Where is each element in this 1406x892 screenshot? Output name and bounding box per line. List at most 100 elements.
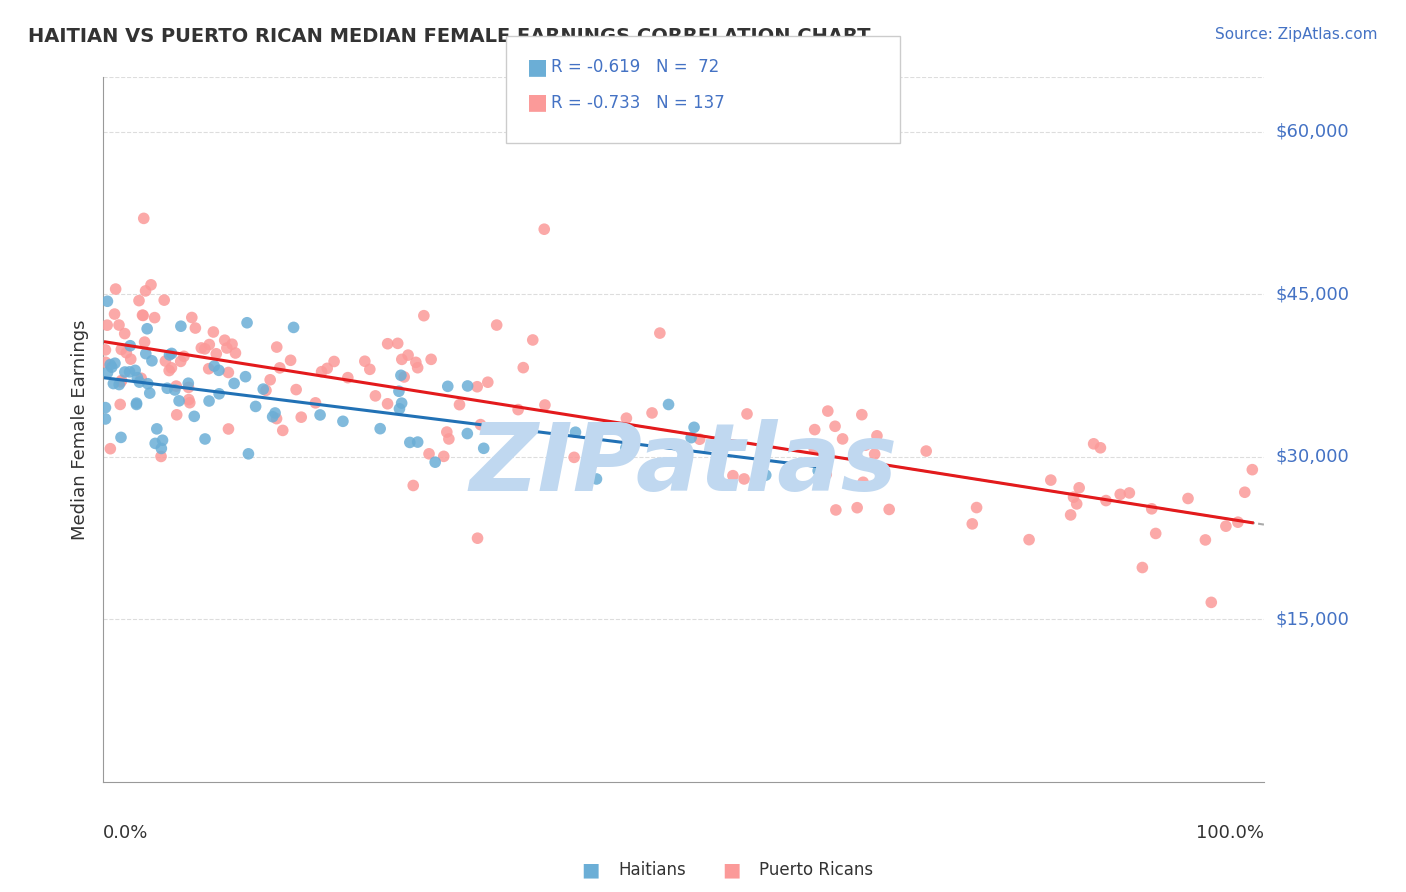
Puerto Ricans <box>1177 491 1199 506</box>
Puerto Ricans <box>851 408 873 422</box>
Puerto Ricans <box>224 346 246 360</box>
Puerto Ricans <box>177 380 200 394</box>
Haitians <box>202 359 225 373</box>
Puerto Ricans <box>877 502 900 516</box>
Haitians <box>309 408 332 422</box>
Puerto Ricans <box>254 384 277 398</box>
Text: $60,000: $60,000 <box>1275 122 1350 141</box>
Puerto Ricans <box>1201 595 1223 609</box>
Puerto Ricans <box>915 444 938 458</box>
Puerto Ricans <box>128 293 150 308</box>
Haitians <box>124 363 146 377</box>
Haitians <box>152 434 174 448</box>
Puerto Ricans <box>1069 481 1091 495</box>
Puerto Ricans <box>359 362 381 376</box>
Puerto Ricans <box>194 342 217 356</box>
Haitians <box>141 353 163 368</box>
Puerto Ricans <box>1140 501 1163 516</box>
Haitians <box>128 375 150 389</box>
Puerto Ricans <box>150 450 173 464</box>
Puerto Ricans <box>108 397 131 411</box>
Puerto Ricans <box>166 408 188 422</box>
Puerto Ricans <box>402 478 425 492</box>
Puerto Ricans <box>353 354 375 368</box>
Puerto Ricans <box>852 475 875 490</box>
Puerto Ricans <box>205 347 228 361</box>
Text: Haitians: Haitians <box>619 861 686 879</box>
Puerto Ricans <box>733 472 755 486</box>
Puerto Ricans <box>616 411 638 425</box>
Haitians <box>755 468 778 483</box>
Haitians <box>425 455 447 469</box>
Haitians <box>194 432 217 446</box>
Puerto Ricans <box>165 379 187 393</box>
Puerto Ricans <box>1059 508 1081 522</box>
Puerto Ricans <box>221 337 243 351</box>
Haitians <box>163 383 186 397</box>
Puerto Ricans <box>304 396 326 410</box>
Puerto Ricans <box>562 450 585 465</box>
Puerto Ricans <box>437 432 460 446</box>
Haitians <box>681 431 703 445</box>
Puerto Ricans <box>962 516 984 531</box>
Puerto Ricans <box>815 467 838 482</box>
Haitians <box>368 422 391 436</box>
Puerto Ricans <box>508 402 530 417</box>
Puerto Ricans <box>1226 515 1249 529</box>
Haitians <box>264 406 287 420</box>
Puerto Ricans <box>104 282 127 296</box>
Haitians <box>96 294 118 309</box>
Puerto Ricans <box>1095 493 1118 508</box>
Puerto Ricans <box>825 503 848 517</box>
Haitians <box>388 384 411 399</box>
Puerto Ricans <box>170 354 193 368</box>
Puerto Ricans <box>160 360 183 375</box>
Puerto Ricans <box>120 352 142 367</box>
Puerto Ricans <box>311 365 333 379</box>
Puerto Ricans <box>433 450 456 464</box>
Y-axis label: Median Female Earnings: Median Female Earnings <box>72 319 89 540</box>
Puerto Ricans <box>1233 485 1256 500</box>
Haitians <box>146 422 169 436</box>
Haitians <box>564 425 586 440</box>
Text: ■: ■ <box>527 93 548 112</box>
Text: $15,000: $15,000 <box>1275 610 1350 629</box>
Haitians <box>98 358 121 372</box>
Puerto Ricans <box>485 318 508 332</box>
Puerto Ricans <box>689 432 711 446</box>
Puerto Ricans <box>214 333 236 347</box>
Text: HAITIAN VS PUERTO RICAN MEDIAN FEMALE EARNINGS CORRELATION CHART: HAITIAN VS PUERTO RICAN MEDIAN FEMALE EA… <box>28 27 870 45</box>
Haitians <box>236 316 259 330</box>
Haitians <box>456 426 478 441</box>
Haitians <box>208 363 231 377</box>
Haitians <box>457 379 479 393</box>
Haitians <box>575 474 598 488</box>
Haitians <box>683 420 706 434</box>
Text: ■: ■ <box>721 860 741 880</box>
Puerto Ricans <box>1241 463 1264 477</box>
Puerto Ricans <box>266 411 288 425</box>
Puerto Ricans <box>406 360 429 375</box>
Puerto Ricans <box>290 410 312 425</box>
Puerto Ricans <box>534 398 557 412</box>
Haitians <box>156 381 179 395</box>
Puerto Ricans <box>280 353 302 368</box>
Puerto Ricans <box>316 361 339 376</box>
Puerto Ricans <box>157 363 180 377</box>
Haitians <box>118 365 141 379</box>
Puerto Ricans <box>1066 497 1088 511</box>
Puerto Ricans <box>179 395 201 409</box>
Puerto Ricans <box>735 407 758 421</box>
Puerto Ricans <box>436 425 458 439</box>
Puerto Ricans <box>94 343 117 357</box>
Haitians <box>389 368 412 383</box>
Haitians <box>283 320 305 334</box>
Text: R = -0.733   N = 137: R = -0.733 N = 137 <box>551 94 725 112</box>
Haitians <box>262 409 284 424</box>
Puerto Ricans <box>467 531 489 545</box>
Puerto Ricans <box>1118 486 1140 500</box>
Puerto Ricans <box>391 352 413 367</box>
Puerto Ricans <box>1090 441 1112 455</box>
Puerto Ricans <box>824 419 846 434</box>
Puerto Ricans <box>831 432 853 446</box>
